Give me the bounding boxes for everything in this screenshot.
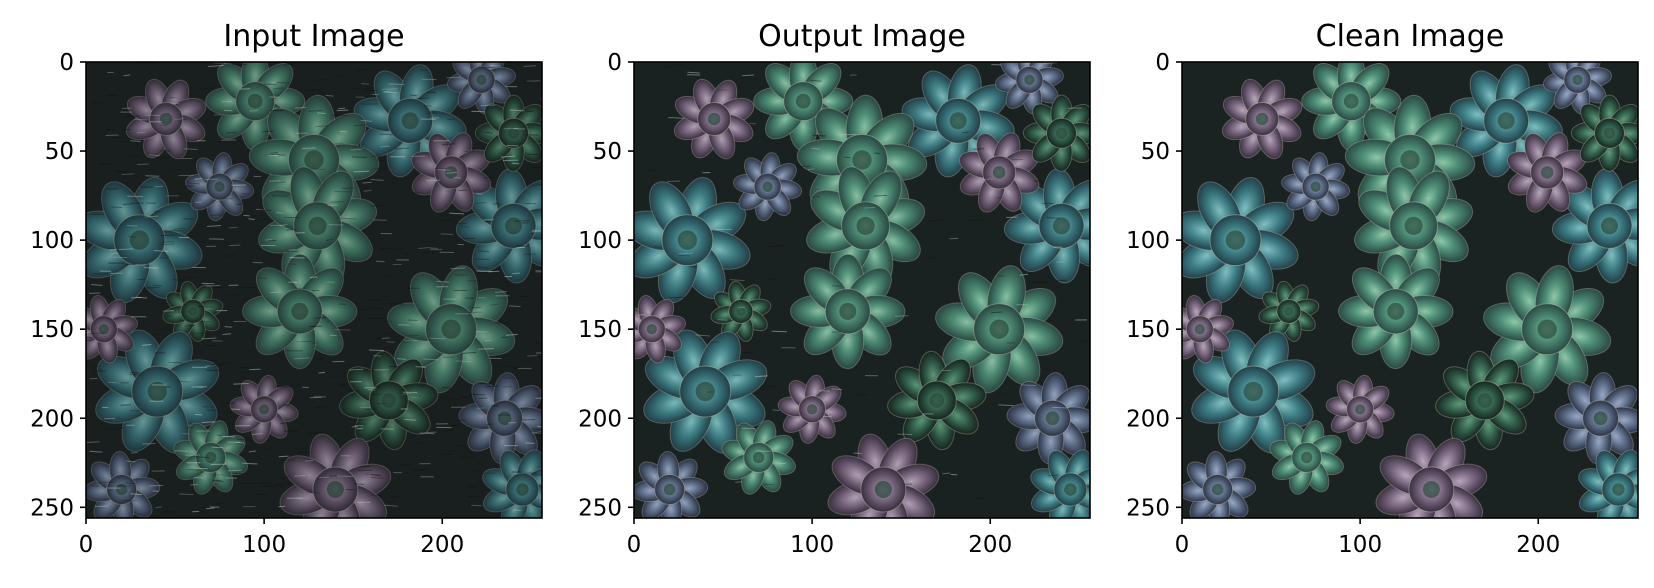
y-tick-label: 150 <box>30 317 74 343</box>
y-tick-label: 50 <box>1141 139 1170 165</box>
succulent-rosette <box>86 294 139 364</box>
succulent-rosette <box>673 78 755 160</box>
succulent-rosette <box>173 420 248 495</box>
succulent-rosette <box>634 177 751 304</box>
x-tick-label: 0 <box>627 532 642 558</box>
axes-frame <box>633 61 1091 519</box>
succulent-rosette <box>86 177 203 304</box>
succulent-rosette <box>806 166 926 286</box>
succulent-rosette <box>1506 132 1588 213</box>
succulent-rosette <box>1483 265 1612 394</box>
axes-frame <box>1181 61 1639 519</box>
y-tick-label: 100 <box>1126 228 1170 254</box>
succulent-rosette <box>86 450 161 518</box>
succulent-rosette <box>710 280 772 342</box>
succulent-rosette <box>753 62 854 152</box>
image-content <box>86 62 542 518</box>
y-tick-label: 50 <box>45 139 74 165</box>
succulent-rosette <box>1003 168 1090 284</box>
succulent-rosette <box>1435 350 1535 451</box>
x-tick-label: 200 <box>968 532 1012 558</box>
y-tick-label: 200 <box>578 406 622 432</box>
succulent-rosette <box>1325 374 1395 444</box>
succulent-rosette <box>458 372 542 465</box>
succulent-rosette <box>1258 280 1320 342</box>
panel-title: Clean Image <box>1316 19 1505 54</box>
x-tick-label: 0 <box>79 532 94 558</box>
y-tick-label: 250 <box>1126 495 1170 521</box>
y-tick-label: 150 <box>578 317 622 343</box>
succulent-rosette <box>205 62 306 152</box>
succulent-rosette <box>634 294 687 364</box>
y-tick-label: 0 <box>59 50 74 76</box>
y-tick-label: 0 <box>1155 50 1170 76</box>
y-tick-label: 200 <box>30 406 74 432</box>
succulent-rosette <box>994 62 1064 115</box>
succulent-rosette <box>229 374 299 444</box>
succulent-rosette <box>958 132 1040 213</box>
succulent-rosette <box>1191 329 1316 454</box>
image-content <box>634 62 1090 518</box>
y-tick-label: 0 <box>607 50 622 76</box>
succulent-rosette <box>1570 94 1638 172</box>
y-tick-label: 150 <box>1126 317 1170 343</box>
axes-frame <box>85 61 543 519</box>
panel-title: Input Image <box>223 19 404 54</box>
y-tick-label: 200 <box>1126 406 1170 432</box>
succulent-rosette <box>634 450 709 518</box>
succulent-rosette <box>935 265 1064 394</box>
x-tick-label: 0 <box>1175 532 1190 558</box>
succulent-rosette <box>1578 449 1638 518</box>
succulent-rosette <box>1338 253 1454 370</box>
succulent-rosette <box>1281 152 1351 222</box>
y-tick-label: 100 <box>578 228 622 254</box>
succulent-rosette <box>482 449 542 518</box>
x-tick-label: 200 <box>420 532 464 558</box>
succulent-rosette <box>1022 94 1090 172</box>
x-tick-label: 100 <box>242 532 286 558</box>
x-tick-label: 200 <box>1516 532 1560 558</box>
panel-title: Output Image <box>758 19 966 54</box>
succulent-rosette <box>721 420 796 495</box>
image-content <box>1182 62 1638 518</box>
succulent-rosette <box>95 329 220 454</box>
succulent-rosette <box>887 350 987 451</box>
succulent-rosette <box>777 374 847 444</box>
panel-clean: Clean Image 0 100 200 0 50 100 150 200 250 <box>1126 19 1639 558</box>
succulent-rosette <box>125 78 207 160</box>
succulent-rosette <box>1551 168 1638 284</box>
succulent-rosette <box>387 265 516 394</box>
noise-overlay <box>634 62 1090 518</box>
noise-overlay <box>86 62 542 518</box>
succulent-rosette <box>242 253 358 370</box>
succulent-rosette <box>474 94 542 172</box>
y-tick-label: 250 <box>578 495 622 521</box>
y-tick-label: 50 <box>593 139 622 165</box>
succulent-rosette <box>1182 177 1299 304</box>
succulent-rosette <box>185 152 255 222</box>
succulent-rosette <box>455 168 542 284</box>
x-tick-label: 100 <box>1338 532 1382 558</box>
succulent-rosette <box>1182 450 1257 518</box>
succulent-rosette <box>1221 78 1303 160</box>
panel-input: Input Image 0 100 200 0 50 100 150 200 250 <box>30 19 543 558</box>
succulent-rosette <box>790 253 906 370</box>
succulent-rosette <box>1269 420 1344 495</box>
succulent-rosette <box>1554 372 1638 465</box>
succulent-rosette <box>1006 372 1090 465</box>
succulent-rosette <box>733 152 803 222</box>
y-tick-label: 100 <box>30 228 74 254</box>
panel-output: Output Image 0 100 200 0 50 100 150 200 250 <box>578 19 1091 558</box>
x-tick-label: 100 <box>790 532 834 558</box>
succulent-rosette <box>446 62 516 115</box>
y-tick-label: 250 <box>30 495 74 521</box>
succulent-rosette <box>339 350 439 451</box>
succulent-rosette <box>162 280 224 342</box>
succulent-rosette <box>410 132 492 213</box>
succulent-rosette <box>1030 449 1090 518</box>
succulent-rosette <box>643 329 768 454</box>
